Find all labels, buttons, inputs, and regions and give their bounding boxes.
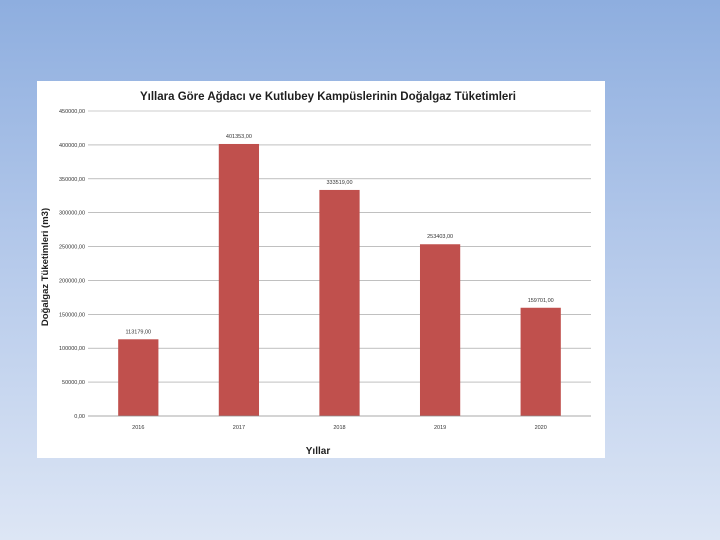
chart-title: Yıllara Göre Ağdacı ve Kutlubey Kampüsle…: [140, 91, 516, 103]
x-tick-labels: 2016 2017 2018 2019 2020: [132, 425, 547, 431]
bar: [218, 143, 260, 416]
bar: [520, 307, 561, 416]
bar-chart: Yıllara Göre Ağdacı ve Kutlubey Kampüsle…: [40, 91, 591, 457]
data-labels: 113179,00 401353,00 333519,00 253403,00 1597…: [126, 134, 554, 335]
y-tick-labels: 0,00 50000,00 100000,00 150000,00 200000,00 2…: [59, 109, 85, 420]
bars: [118, 143, 561, 416]
y-tick-label: 300000,00: [59, 211, 85, 217]
x-axis-label: Yıllar: [306, 446, 331, 457]
y-axis-label: Doğalgaz Tüketimleri (m3): [40, 208, 51, 326]
y-tick-label: 400000,00: [59, 143, 85, 149]
y-tick-label: 0,00: [74, 414, 85, 420]
bar: [419, 244, 461, 416]
data-label: 401353,00: [226, 134, 252, 140]
x-tick-label: 2017: [233, 425, 245, 431]
data-label: 253403,00: [427, 234, 453, 240]
y-tick-label: 200000,00: [59, 278, 85, 284]
bar: [118, 339, 159, 416]
chart-frame: Yıllara Göre Ağdacı ve Kutlubey Kampüsle…: [37, 81, 605, 458]
x-tick-label: 2020: [535, 425, 547, 431]
y-tick-label: 350000,00: [59, 177, 85, 183]
bar: [319, 189, 360, 416]
y-tick-label: 100000,00: [59, 346, 85, 352]
data-label: 159701,00: [528, 298, 554, 304]
data-label: 333519,00: [327, 180, 353, 186]
y-tick-label: 50000,00: [62, 380, 85, 386]
x-tick-label: 2019: [434, 425, 446, 431]
x-tick-label: 2016: [132, 425, 144, 431]
y-tick-label: 450000,00: [59, 109, 85, 115]
x-tick-label: 2018: [333, 425, 345, 431]
y-tick-label: 250000,00: [59, 245, 85, 251]
data-label: 113179,00: [126, 329, 152, 335]
y-tick-label: 150000,00: [59, 312, 85, 318]
